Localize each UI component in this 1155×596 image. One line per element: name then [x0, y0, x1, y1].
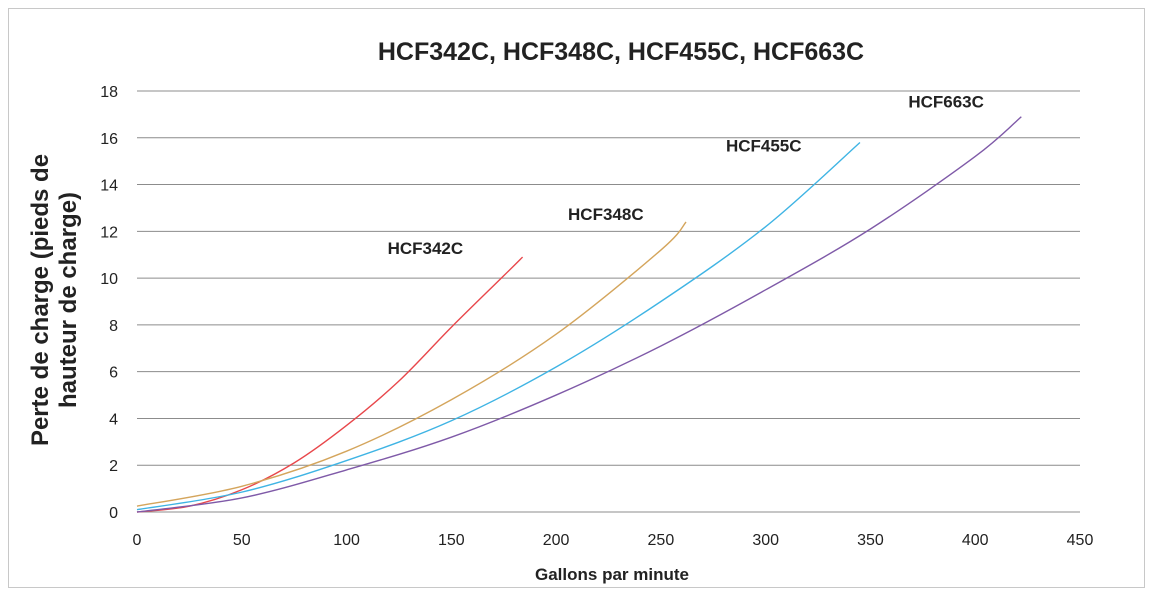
x-tick-label: 300 [752, 532, 779, 549]
x-tick-label: 200 [543, 532, 570, 549]
x-tick-label: 400 [962, 532, 989, 549]
x-tick-label: 350 [857, 532, 884, 549]
series-label-hcf455c: HCF455C [726, 136, 802, 155]
y-tick-label: 0 [109, 505, 118, 522]
series-label-hcf663c: HCF663C [908, 93, 984, 112]
chart-frame [8, 8, 1145, 588]
y-tick-label: 14 [100, 178, 118, 195]
series-line-hcf663c [136, 116, 1022, 513]
x-tick-label: 250 [648, 532, 675, 549]
x-tick-label: 450 [1067, 532, 1094, 549]
series-label-hcf348c: HCF348C [568, 205, 644, 224]
y-tick-label: 2 [109, 458, 118, 475]
y-tick-label: 10 [100, 271, 118, 288]
x-tick-label: 150 [438, 532, 465, 549]
y-tick-label: 8 [109, 318, 118, 335]
y-axis-label: Perte de charge (pieds de hauteur de cha… [27, 154, 82, 446]
x-tick-label: 0 [133, 532, 142, 549]
y-tick-label: 16 [100, 131, 118, 148]
y-tick-label: 12 [100, 224, 118, 241]
y-tick-label: 6 [109, 365, 118, 382]
chart-title: HCF342C, HCF348C, HCF455C, HCF663C [378, 38, 864, 66]
series-line-hcf455c [136, 141, 861, 511]
y-tick-labels: 0 2 4 6 8 10 12 14 16 18 [100, 84, 118, 522]
x-tick-label: 100 [333, 532, 360, 549]
x-tick-labels: 0 50 100 150 200 250 300 350 400 450 [133, 532, 1094, 549]
y-tick-label: 18 [100, 84, 118, 101]
series-label-hcf342c: HCF342C [388, 239, 464, 258]
y-axis-label-line-1: Perte de charge (pieds de [27, 154, 54, 446]
series-line-hcf348c [136, 221, 687, 507]
x-tick-label: 50 [233, 532, 251, 549]
y-axis-label-line-2: hauteur de charge) [55, 192, 82, 408]
grid-lines [137, 90, 1080, 466]
series-curves [136, 116, 1022, 513]
x-axis-label: Gallons par minute [535, 565, 689, 584]
y-tick-label: 4 [109, 411, 118, 428]
series-line-hcf342c [136, 256, 524, 513]
series-labels: HCF342C HCF348C HCF455C HCF663C [388, 93, 984, 258]
